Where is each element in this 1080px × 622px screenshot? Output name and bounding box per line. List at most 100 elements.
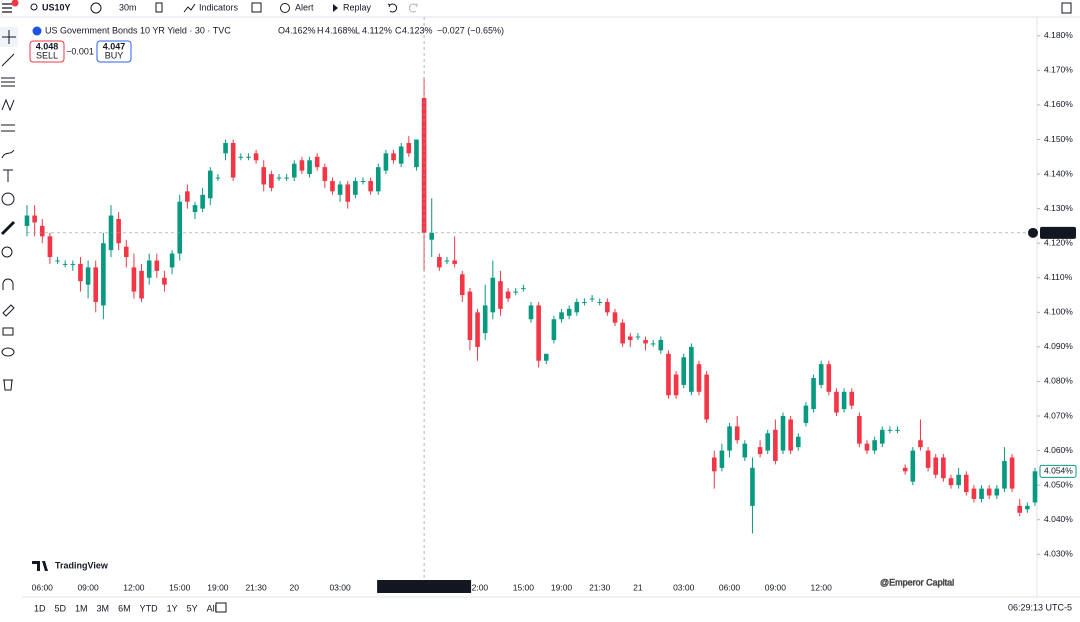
- range-button[interactable]: 5Y: [187, 603, 198, 613]
- drawing-toolbar: [0, 27, 18, 391]
- forecast-tool[interactable]: [1, 124, 15, 132]
- emoji-tool[interactable]: [1, 192, 15, 206]
- crosshair-tool[interactable]: [2, 30, 16, 44]
- candle-body: [666, 353, 671, 396]
- candle-body: [681, 357, 687, 385]
- range-button[interactable]: 3M: [97, 603, 110, 613]
- indicators-button[interactable]: Indicators: [199, 2, 239, 12]
- candle-body: [872, 440, 877, 451]
- candle-body: [727, 426, 732, 451]
- candle-body: [269, 174, 274, 188]
- candle-body: [299, 160, 305, 171]
- candle-body: [941, 457, 946, 479]
- lock-drawing-tool[interactable]: [2, 304, 15, 317]
- candle-body: [32, 215, 37, 223]
- lock-tool[interactable]: [2, 327, 14, 336]
- fib-tool[interactable]: [1, 77, 15, 87]
- interval[interactable]: 30m: [119, 2, 137, 12]
- candle-body: [246, 156, 251, 158]
- candle-body: [307, 160, 312, 175]
- candle-body: [521, 288, 526, 290]
- candle-body: [345, 184, 351, 202]
- magnet-tool[interactable]: [2, 278, 14, 290]
- sell-button[interactable]: [29, 40, 65, 63]
- spread: −0.001: [66, 46, 94, 56]
- candle-body: [513, 291, 519, 293]
- search-icon[interactable]: [30, 3, 38, 11]
- candle-body: [337, 184, 343, 195]
- layouts-icon[interactable]: [251, 2, 262, 13]
- buy-button[interactable]: [96, 40, 132, 63]
- alert-button[interactable]: Alert: [295, 2, 314, 12]
- menu-icon[interactable]: [2, 0, 19, 13]
- range-button[interactable]: 1M: [75, 603, 88, 613]
- candle-body: [437, 257, 442, 268]
- range-button[interactable]: 6M: [118, 603, 131, 613]
- brush-tool[interactable]: [1, 149, 15, 159]
- brand: TradingView: [55, 560, 109, 570]
- candle-body: [734, 426, 740, 441]
- candle-body: [780, 416, 786, 451]
- save-icon[interactable]: [1061, 2, 1072, 14]
- candle-body: [406, 142, 412, 154]
- replay-button[interactable]: Replay: [343, 2, 372, 12]
- sell-price: 4.048: [36, 41, 59, 51]
- o-key: O: [278, 25, 285, 35]
- symbol[interactable]: US10Y: [42, 2, 71, 12]
- candle-body: [429, 232, 435, 240]
- y-tick-label: 4.170%: [1044, 65, 1073, 75]
- y-tick-label: 4.040%: [1044, 514, 1073, 524]
- redo[interactable]: [408, 3, 419, 13]
- range-button[interactable]: All: [207, 603, 217, 613]
- candle-body: [986, 488, 992, 496]
- hide-tool[interactable]: [1, 347, 15, 357]
- candle-body: [414, 139, 419, 168]
- candle-body: [979, 488, 984, 499]
- h-value: 4.168%: [325, 25, 356, 35]
- candle-body: [559, 312, 564, 320]
- candle-body: [528, 305, 534, 320]
- change: −0.027 (−0.65%): [437, 25, 504, 35]
- indicators-icon: [183, 3, 196, 13]
- candle-body: [795, 436, 801, 448]
- candle-body: [582, 301, 587, 303]
- candle-body: [353, 180, 358, 195]
- undo[interactable]: [387, 3, 398, 13]
- candle-body: [864, 443, 870, 451]
- range-button[interactable]: YTD: [140, 603, 159, 613]
- candle-body: [918, 440, 923, 448]
- candle-body: [834, 391, 839, 413]
- candle-body: [169, 253, 175, 268]
- candle-body: [773, 429, 778, 461]
- y-tick-label: 4.110%: [1044, 272, 1073, 282]
- measure-tool[interactable]: [0, 220, 16, 236]
- candle-body: [887, 429, 893, 431]
- zoom-tool[interactable]: [1, 246, 13, 258]
- candle-body: [597, 301, 603, 303]
- candle-body: [482, 305, 488, 334]
- candle-body: [925, 450, 931, 468]
- legend-title: US Government Bonds 10 YR Yield · 30 · T…: [45, 25, 231, 35]
- candle-body: [826, 364, 832, 392]
- candle-body: [757, 447, 763, 455]
- candle-body: [93, 267, 99, 302]
- candle-body: [185, 191, 190, 202]
- add-symbol[interactable]: [90, 2, 102, 14]
- range-button[interactable]: 1Y: [167, 603, 178, 613]
- candle-body: [192, 205, 198, 213]
- candle-body: [505, 291, 511, 299]
- range-button[interactable]: 5D: [55, 603, 67, 613]
- pattern-tool[interactable]: [1, 98, 15, 112]
- candle-body: [1017, 505, 1023, 513]
- trend-line-tool[interactable]: [1, 53, 15, 67]
- date-range-icon[interactable]: [215, 602, 227, 613]
- chart-type[interactable]: [155, 2, 163, 13]
- range-button[interactable]: 1D: [34, 603, 46, 613]
- x-tick-label: 21: [633, 582, 643, 592]
- add-alert-button[interactable]: [1028, 227, 1038, 238]
- candle-body: [101, 243, 106, 306]
- x-tick-label: 09:00: [765, 582, 787, 592]
- text-tool[interactable]: [3, 169, 13, 182]
- delete-tool[interactable]: [3, 379, 13, 391]
- candle-body: [971, 488, 977, 499]
